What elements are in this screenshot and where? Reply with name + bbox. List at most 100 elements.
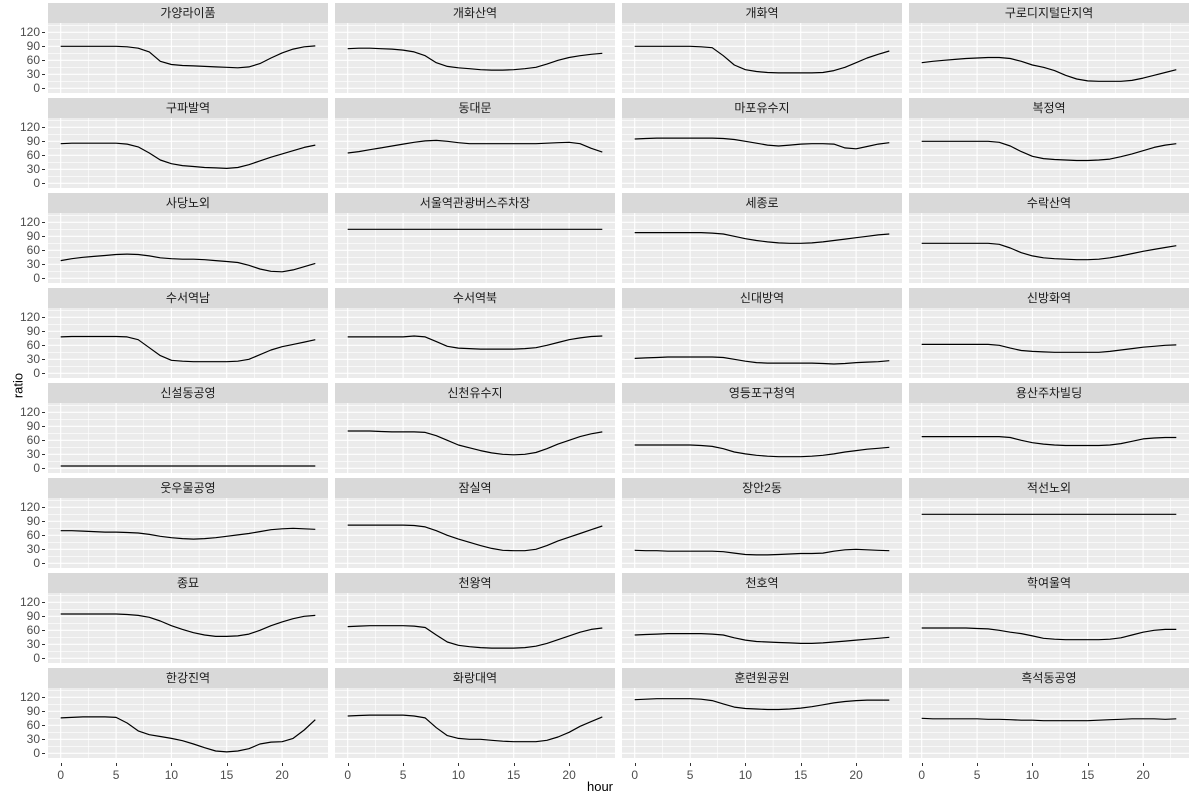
x-tick-mark bbox=[226, 763, 228, 766]
y-tick-mark bbox=[42, 278, 45, 280]
data-line bbox=[60, 613, 316, 638]
facet-cell: 용산주차빌딩 bbox=[909, 383, 1189, 473]
y-tick-label: 120 bbox=[19, 405, 40, 420]
data-line bbox=[634, 45, 890, 74]
x-tick-label: 20 bbox=[275, 768, 289, 782]
data-line bbox=[634, 137, 890, 150]
y-tick-mark bbox=[42, 454, 45, 456]
data-line bbox=[921, 627, 1177, 641]
x-tick-label: 5 bbox=[973, 768, 981, 782]
facet-panel bbox=[622, 23, 902, 93]
facet-panel bbox=[335, 213, 615, 283]
y-tick-mark bbox=[42, 46, 45, 48]
data-line bbox=[634, 356, 890, 365]
y-tick-label: 60 bbox=[26, 718, 40, 733]
facet-title: 수락산역 bbox=[909, 193, 1189, 213]
facet-cell: 적선노외 bbox=[909, 478, 1189, 568]
data-line bbox=[347, 625, 603, 649]
x-tick-mark bbox=[1143, 763, 1145, 766]
facet-cell: 사당노외 bbox=[48, 193, 328, 283]
y-tick-mark bbox=[42, 222, 45, 224]
x-axis: 0 5 10 15 20 bbox=[335, 763, 615, 785]
facet-grid-row: 120 90 60 30 0 수서역남 수서역북 신대방역 신방화역 bbox=[0, 288, 1200, 379]
x-tick-mark bbox=[347, 763, 349, 766]
y-tick-label: 120 bbox=[19, 215, 40, 230]
y-tick-label: 120 bbox=[19, 595, 40, 610]
x-tick-mark bbox=[800, 763, 802, 766]
facet-panel bbox=[622, 593, 902, 663]
facet-cell: 신방화역 bbox=[909, 288, 1189, 378]
facet-cell: 수서역남 bbox=[48, 288, 328, 378]
data-line bbox=[60, 716, 316, 753]
facet-title: 복정역 bbox=[909, 98, 1189, 118]
y-tick-mark bbox=[42, 345, 45, 347]
y-tick-label: 30 bbox=[26, 67, 40, 82]
y-tick-label: 30 bbox=[26, 542, 40, 557]
data-line bbox=[347, 139, 603, 154]
facet-panel bbox=[909, 23, 1189, 93]
facet-cell: 종묘 bbox=[48, 573, 328, 663]
x-tick-mark bbox=[634, 763, 636, 766]
x-tick-label: 0 bbox=[918, 768, 926, 782]
x-axis-row: 0 5 10 15 20 0 5 10 15 20 0 5 10 15 20 0 5 10 15 20 bbox=[0, 763, 1200, 785]
facet-title: 신방화역 bbox=[909, 288, 1189, 308]
x-tick-mark bbox=[1087, 763, 1089, 766]
y-tick-mark bbox=[42, 74, 45, 76]
y-tick-mark bbox=[42, 644, 45, 646]
y-tick-mark bbox=[42, 88, 45, 90]
y-tick-label: 90 bbox=[26, 229, 40, 244]
facet-cell: 서울역관광버스주차장 bbox=[335, 193, 615, 283]
facet-panel bbox=[622, 308, 902, 378]
facet-panel bbox=[909, 688, 1189, 758]
x-tick-mark bbox=[171, 763, 173, 766]
x-tick-label: 15 bbox=[507, 768, 521, 782]
facet-title: 동대문 bbox=[335, 98, 615, 118]
data-line bbox=[347, 335, 603, 350]
y-tick-mark bbox=[42, 725, 45, 727]
x-axis-title: hour bbox=[586, 779, 614, 794]
y-tick-label: 30 bbox=[26, 257, 40, 272]
data-line bbox=[921, 717, 1177, 722]
facet-cell: 세종로 bbox=[622, 193, 902, 283]
facet-panel bbox=[335, 498, 615, 568]
y-tick-label: 60 bbox=[26, 433, 40, 448]
facet-title: 신천유수지 bbox=[335, 383, 615, 403]
x-tick-label: 15 bbox=[1081, 768, 1095, 782]
y-tick-label: 90 bbox=[26, 419, 40, 434]
facet-cell: 구파발역 bbox=[48, 98, 328, 188]
y-tick-mark bbox=[42, 616, 45, 618]
x-tick-label: 15 bbox=[220, 768, 234, 782]
data-line bbox=[347, 430, 603, 456]
y-axis: 120 90 60 30 0 bbox=[0, 288, 48, 379]
facet-title: 천왕역 bbox=[335, 573, 615, 593]
y-tick-label: 120 bbox=[19, 120, 40, 135]
x-tick-mark bbox=[116, 763, 118, 766]
y-tick-label: 120 bbox=[19, 500, 40, 515]
facet-title: 화랑대역 bbox=[335, 668, 615, 688]
y-tick-mark bbox=[42, 183, 45, 185]
y-tick-mark bbox=[42, 250, 45, 252]
y-tick-mark bbox=[42, 468, 45, 470]
y-tick-mark bbox=[42, 440, 45, 442]
facet-title: 웃우물공영 bbox=[48, 478, 328, 498]
facet-panel bbox=[909, 403, 1189, 473]
x-tick-label: 0 bbox=[631, 768, 639, 782]
facet-panel bbox=[48, 308, 328, 378]
data-line bbox=[347, 47, 603, 71]
facet-cell: 학여울역 bbox=[909, 573, 1189, 663]
facet-title: 세종로 bbox=[622, 193, 902, 213]
y-axis: 120 90 60 30 0 bbox=[0, 3, 48, 94]
y-tick-mark bbox=[42, 359, 45, 361]
x-tick-mark bbox=[403, 763, 405, 766]
y-tick-label: 0 bbox=[33, 651, 40, 666]
facet-title: 천호역 bbox=[622, 573, 902, 593]
facet-cell: 한강진역 bbox=[48, 668, 328, 758]
data-line bbox=[60, 142, 316, 170]
facet-panel bbox=[335, 23, 615, 93]
y-tick-label: 60 bbox=[26, 243, 40, 258]
facet-cell: 웃우물공영 bbox=[48, 478, 328, 568]
y-tick-label: 30 bbox=[26, 732, 40, 747]
facet-cell: 복정역 bbox=[909, 98, 1189, 188]
x-tick-label: 10 bbox=[738, 768, 753, 782]
data-line bbox=[634, 698, 890, 711]
